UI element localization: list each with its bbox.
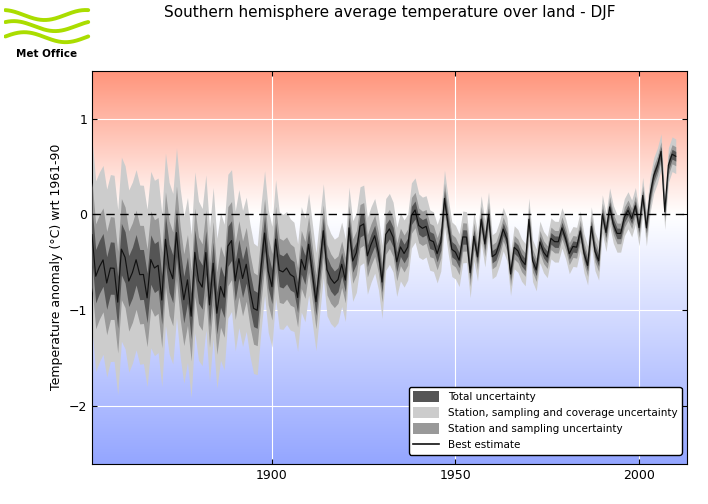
- Text: Met Office: Met Office: [16, 49, 77, 59]
- Text: Southern hemisphere average temperature over land - DJF: Southern hemisphere average temperature …: [164, 5, 615, 20]
- Y-axis label: Temperature anomaly (°C) wrt 1961-90: Temperature anomaly (°C) wrt 1961-90: [50, 144, 63, 390]
- Legend: Total uncertainty, Station, sampling and coverage uncertainty, Station and sampl: Total uncertainty, Station, sampling and…: [409, 387, 682, 455]
